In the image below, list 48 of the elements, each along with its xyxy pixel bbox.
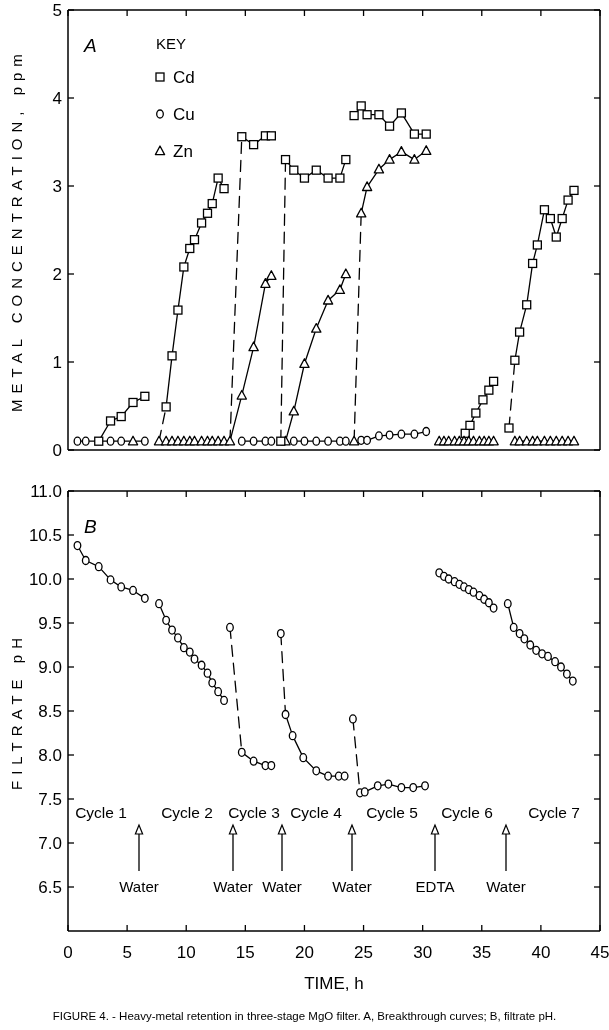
x-axis-title: TIME, h	[304, 974, 364, 993]
y-axis-title: FILTRATE pH	[7, 632, 25, 790]
x-tick-label: 35	[472, 943, 492, 963]
legend-label: Cu	[173, 104, 195, 124]
y-tick-label: 9.0	[38, 658, 62, 678]
legend-title: KEY	[156, 34, 187, 52]
annotation: Cycle 2	[161, 804, 213, 821]
text: B	[84, 516, 97, 537]
x-tick-label: 20	[294, 943, 314, 963]
annotation: Cycle 1	[75, 804, 127, 821]
y-tick-label: 6.5	[38, 878, 62, 898]
annotation: Cycle 4	[290, 804, 343, 821]
annotation: Water	[119, 878, 159, 895]
text: A	[83, 35, 97, 56]
y-tick-label: 9.5	[38, 614, 62, 634]
y-tick-label: 10.5	[28, 526, 62, 546]
x-tick-label: 5	[122, 943, 132, 963]
x-tick-label: 30	[413, 943, 433, 963]
y-tick-label: 7.5	[38, 790, 62, 810]
annotation: Water	[213, 878, 253, 895]
x-tick-label: 25	[354, 943, 374, 963]
y-axis-title: METAL CONCENTRATION, ppm	[7, 48, 25, 412]
y-tick-label: 10.0	[28, 570, 62, 590]
annotation: Water	[262, 878, 302, 895]
x-tick-label: 15	[235, 943, 255, 963]
annotation: Water	[486, 878, 526, 895]
y-tick-label: 7.0	[38, 834, 62, 854]
annotation: Cycle 5	[366, 804, 418, 821]
x-tick-label: 10	[176, 943, 196, 963]
y-tick-label: 3	[52, 177, 62, 197]
x-tick-label: 45	[590, 943, 609, 963]
y-tick-label: 4	[52, 89, 62, 109]
annotation: Cycle 6	[441, 804, 493, 821]
caption: FIGURE 4. - Heavy-metal retention in three-stage MgO filter. A, Breakthrough curves; B, filtrate pH.	[52, 1010, 557, 1022]
x-tick-label: 40	[531, 943, 551, 963]
y-tick-label: 1	[52, 353, 62, 373]
legend-label: Zn	[173, 141, 193, 161]
annotation: Water	[332, 878, 372, 895]
y-tick-label: 11.0	[30, 482, 62, 502]
y-tick-label: 8.0	[38, 746, 62, 766]
y-tick-label: 2	[52, 265, 62, 285]
annotation: Cycle 7	[528, 804, 580, 821]
y-tick-label: 8.5	[38, 702, 62, 722]
y-tick-label: 5	[52, 1, 62, 21]
annotation: Cycle 3	[228, 804, 280, 821]
legend-label: Cd	[173, 67, 195, 87]
y-tick-label: 0	[52, 441, 62, 461]
annotation: EDTA	[415, 878, 455, 895]
